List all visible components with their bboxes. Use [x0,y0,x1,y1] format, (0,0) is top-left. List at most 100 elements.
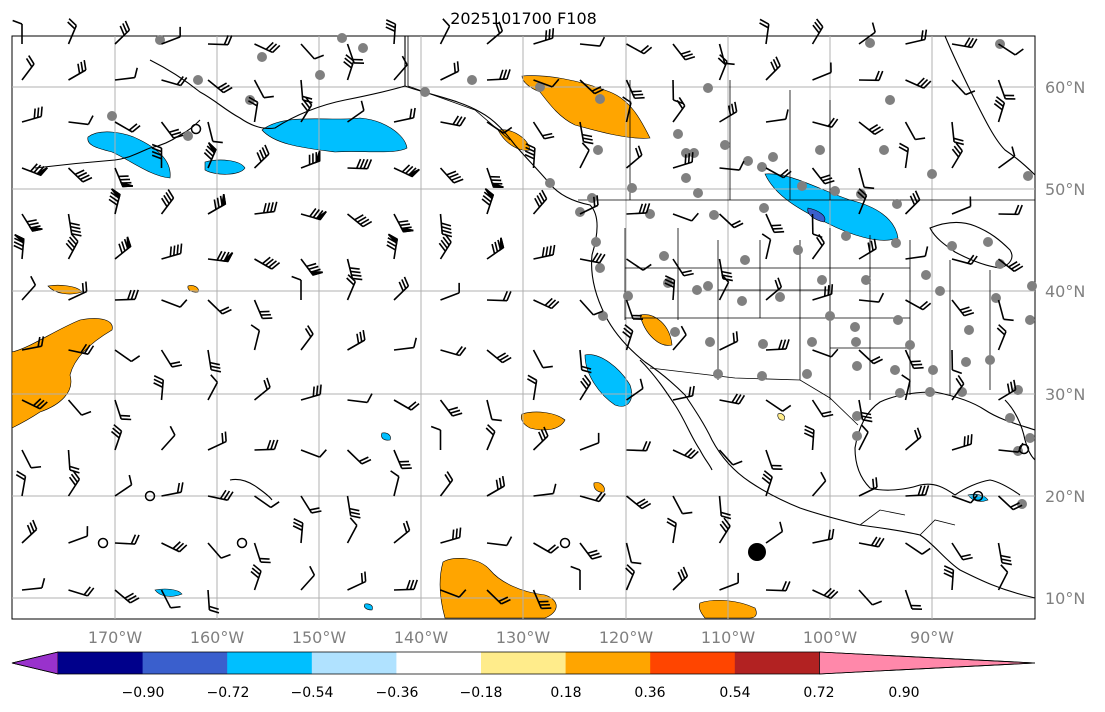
colorbar-segment [481,652,567,674]
wind-barb [347,393,373,404]
wind-barb [207,374,219,401]
wind-barb [300,384,322,401]
wind-barb [15,470,27,497]
wind-barb [300,495,322,514]
wind-barb [672,495,693,515]
colorbar-segment [227,652,313,674]
lon-tick: 170°W [88,628,143,647]
wind-barb [393,107,416,123]
wind-barb [579,79,604,95]
wind-barb [951,196,972,215]
wind-barb [207,35,233,46]
negative-area [87,131,171,179]
wind-barb [719,393,746,405]
wind-barb [253,542,271,564]
wind-barb [943,565,955,591]
wind-barb [765,109,789,123]
central-america [859,509,956,536]
colorbar-tick-labels: −0.90 −0.72 −0.54 −0.36 −0.18 0.18 0.36 … [122,685,920,701]
wind-barb [347,330,366,351]
wind-barb [998,43,1024,56]
yucatan [954,479,1021,496]
calm-circles [97,123,1030,549]
wind-barb [390,470,400,497]
wind-barb [579,121,594,145]
wind-barb [292,518,304,544]
wind-barb [114,474,133,497]
positive-area [520,411,566,431]
wind-barb [254,495,280,509]
wind-barb [951,142,963,169]
wind-barb [532,189,548,215]
lon-tick: 100°W [803,628,858,647]
wind-barb [664,275,676,301]
wind-barb [393,449,412,470]
borders [407,36,1035,536]
wind-barb [718,274,730,301]
lon-tick: 160°W [190,628,245,647]
wind-barb [160,589,181,609]
wind-barb [207,542,231,559]
wind-barb [114,534,140,545]
negative-area [204,159,246,175]
wind-barb [114,20,131,45]
wind-barb [858,22,876,45]
wind-barb [300,325,314,351]
wind-barb [486,399,502,422]
wind-barb [347,158,373,170]
wind-barb [485,424,496,451]
wind-barb [997,542,1012,566]
wind-barb [532,121,555,140]
state-lines [624,228,991,400]
wind-barb [717,54,728,81]
wind-barb [21,519,38,544]
wind-barb [440,115,467,127]
wind-barb [672,97,686,123]
wind-barb [12,19,23,44]
gulf-coast [854,391,1036,496]
wind-barb [951,299,975,317]
wind-barb [393,399,420,411]
wind-barb [486,536,513,547]
wind-barb [254,439,279,451]
colorbar-extend-high [819,651,1036,675]
wind-barb [951,37,978,49]
lon-tick: 140°W [394,628,449,647]
wind-barb [812,348,839,358]
wind-barb [254,41,281,54]
wind-barb [858,292,885,303]
wind-barb [532,589,552,610]
negative-area [764,173,899,241]
wind-barb [997,299,1014,322]
wind-barb [951,434,973,451]
wind-barb [904,121,926,141]
wind-barb [858,70,884,82]
wind-barb [346,258,363,281]
shaded-areas [11,75,989,619]
wind-barb [207,589,220,614]
wind-barb [579,349,592,374]
wind-barb [998,204,1023,216]
wind-barb [904,427,922,451]
wind-barb [803,425,815,451]
lat-tick: 40°N [1045,282,1085,301]
lat-tick: 20°N [1045,487,1085,506]
colorbar-segment [58,652,144,674]
colorbar-segment [311,652,397,674]
positive-area [639,314,673,346]
negative-area [364,603,373,611]
colorbar-segment [650,652,736,674]
wind-barb [347,571,367,591]
wind-barb [114,67,139,81]
wind-barb [532,426,549,451]
wind-barb [114,589,140,604]
wind-barb [207,349,222,373]
wind-barb [161,76,188,87]
wind-barb [718,213,744,229]
wind-barb [858,238,877,260]
wind-barb [905,485,930,497]
wind-barb [672,212,699,222]
wind-barb [346,495,361,519]
wind-barb [386,233,399,260]
